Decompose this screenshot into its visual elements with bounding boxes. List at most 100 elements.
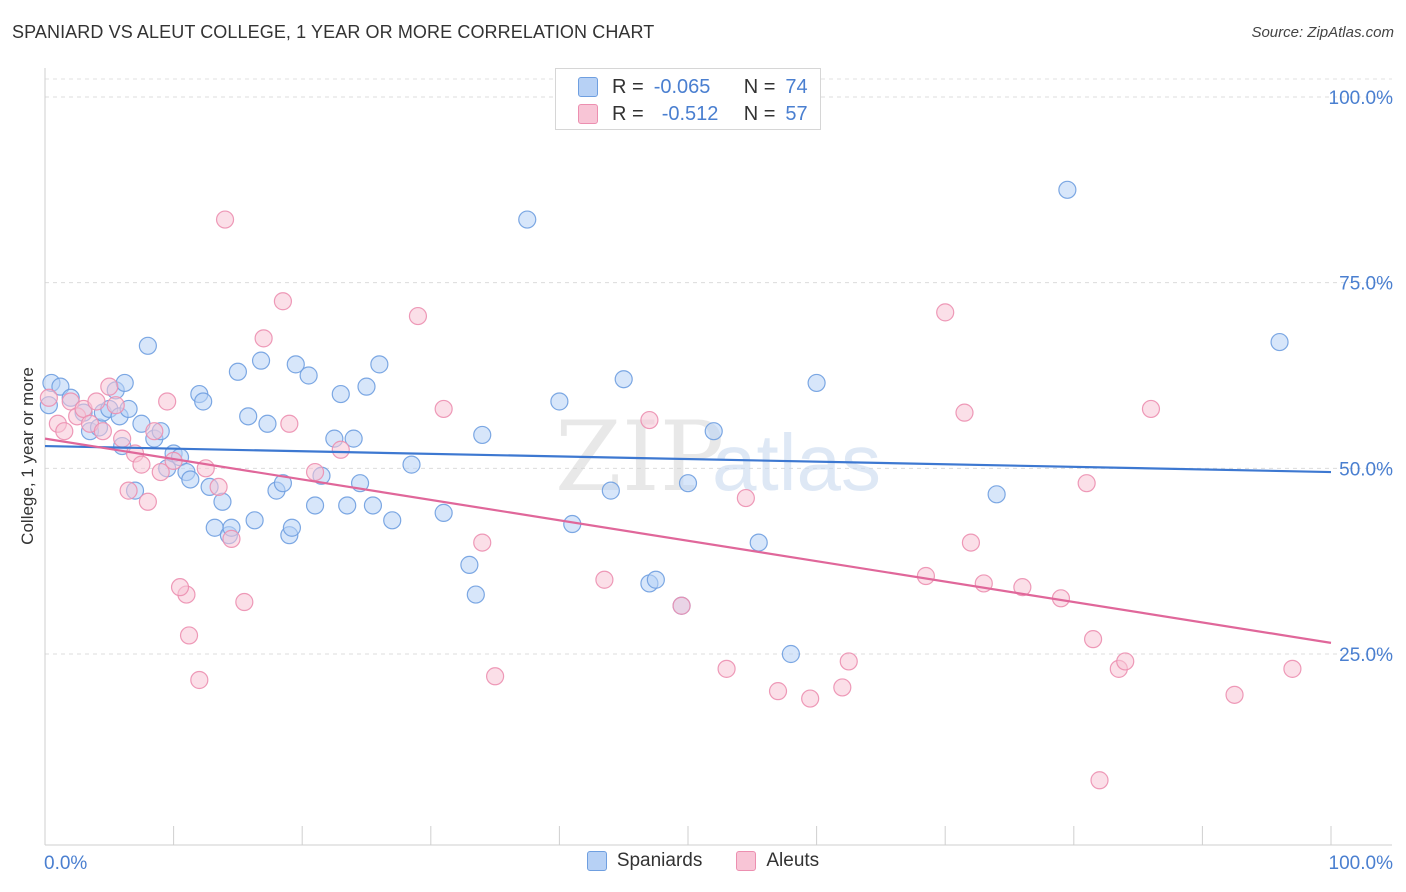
aleuts-point xyxy=(839,652,858,671)
aleuts-point xyxy=(961,533,981,552)
aleuts-point xyxy=(39,388,58,407)
spaniards-point xyxy=(781,644,800,664)
aleuts-point xyxy=(215,210,235,229)
spaniards-point xyxy=(807,373,826,393)
legend-item-aleuts[interactable]: Aleuts xyxy=(736,850,819,872)
aleuts-point xyxy=(936,303,955,322)
aleuts-point xyxy=(473,533,492,552)
aleuts-point xyxy=(801,689,820,708)
spaniards-point xyxy=(363,496,383,515)
aleuts-point xyxy=(222,529,241,548)
spaniards-point xyxy=(646,570,665,589)
x-tick-label: 0.0% xyxy=(44,853,87,874)
n-label: N = xyxy=(743,75,776,98)
aleuts-point xyxy=(1283,659,1302,678)
gridlines xyxy=(45,78,1392,655)
spaniards-point xyxy=(245,511,264,530)
aleuts-point xyxy=(87,392,106,411)
aleuts-swatch xyxy=(736,851,757,871)
spaniards-point xyxy=(251,351,271,370)
spaniards-point xyxy=(678,474,698,493)
spaniards-point xyxy=(1270,332,1289,352)
aleuts-point xyxy=(408,306,428,326)
spaniards-swatch xyxy=(586,851,607,871)
aleuts-point xyxy=(55,422,74,441)
r-value: -0.065 xyxy=(653,75,711,98)
stats-box: R = -0.065 N = 74 R = -0.512 N = 57 xyxy=(555,68,821,130)
spaniards-point xyxy=(51,377,70,396)
spaniards-point xyxy=(115,373,134,393)
spaniards-point xyxy=(239,407,258,426)
spaniards-point xyxy=(749,533,768,552)
aleuts-point xyxy=(179,626,199,645)
aleuts-point xyxy=(955,403,974,422)
aleuts-point xyxy=(833,678,852,697)
spaniards-point xyxy=(357,377,376,396)
aleuts-point xyxy=(434,399,453,419)
aleuts-point xyxy=(273,292,293,311)
chart-title: SPANIARD VS ALEUT COLLEGE, 1 YEAR OR MOR… xyxy=(12,22,655,42)
stats-row-spaniards: R = -0.065 N = 74 xyxy=(578,75,808,99)
aleuts-point xyxy=(916,566,936,586)
spaniards-point xyxy=(282,518,302,537)
spaniards-point xyxy=(1058,180,1077,199)
spaniards-point xyxy=(402,455,421,474)
spaniards-point xyxy=(181,470,200,489)
aleuts-point xyxy=(106,396,125,415)
spaniards-point xyxy=(344,429,363,448)
r-value: -0.512 xyxy=(661,102,719,125)
aleuts-point xyxy=(280,414,299,433)
n-label: N = xyxy=(743,102,776,125)
axes xyxy=(44,68,1392,846)
y-tick-label: 25.0% xyxy=(1339,645,1393,666)
aleuts-point xyxy=(158,392,177,411)
spaniards-point xyxy=(460,555,479,574)
spaniards-point xyxy=(138,336,157,355)
spaniards-point xyxy=(518,210,537,229)
aleuts-point xyxy=(254,329,273,348)
aleuts-point xyxy=(1141,399,1161,419)
aleuts-point xyxy=(170,578,190,597)
aleuts-point xyxy=(486,667,505,686)
spaniards-point xyxy=(434,503,453,522)
aleuts-point xyxy=(119,481,138,500)
aleuts-trend-line xyxy=(44,437,1332,644)
aleuts-point xyxy=(1116,652,1135,671)
spaniards-point xyxy=(987,485,1006,504)
spaniards-point xyxy=(213,492,232,511)
aleuts-point xyxy=(151,462,170,482)
aleuts-point xyxy=(1083,630,1103,649)
aleuts-swatch xyxy=(578,104,598,124)
aleuts-point xyxy=(235,592,254,612)
aleuts-point xyxy=(138,492,157,511)
aleuts-point xyxy=(190,670,209,690)
legend-item-spaniards[interactable]: Spaniards xyxy=(586,850,702,872)
legend: Spaniards Aleuts xyxy=(0,850,1406,872)
aleuts-point xyxy=(93,422,112,441)
aleuts-point xyxy=(100,377,119,396)
n-value: 57 xyxy=(785,102,808,125)
aleuts-point xyxy=(305,462,325,482)
spaniards-point xyxy=(601,481,620,500)
aleuts-point xyxy=(672,596,691,615)
spaniards-point xyxy=(370,355,389,374)
aleuts-point xyxy=(1225,685,1244,704)
aleuts-point xyxy=(1077,474,1096,493)
spaniards-point xyxy=(286,355,305,374)
aleuts-point xyxy=(331,440,350,459)
spaniards-point xyxy=(473,425,492,445)
spaniards-point xyxy=(383,511,402,530)
aleuts-point xyxy=(1090,771,1109,790)
aleuts-point xyxy=(640,410,659,430)
spaniards-trend-line xyxy=(44,444,1332,474)
spaniards-point xyxy=(466,585,485,604)
x-tick-label: 100.0% xyxy=(1329,853,1394,874)
stats-row-aleuts: R = -0.512 N = 57 xyxy=(578,102,808,126)
y-tick-label: 50.0% xyxy=(1339,459,1393,480)
aleuts-point xyxy=(113,429,132,448)
n-value: 74 xyxy=(785,75,808,98)
spaniards-point xyxy=(614,370,633,389)
aleuts-point xyxy=(736,488,755,508)
spaniards-point xyxy=(228,362,247,381)
spaniards-point xyxy=(704,422,723,441)
